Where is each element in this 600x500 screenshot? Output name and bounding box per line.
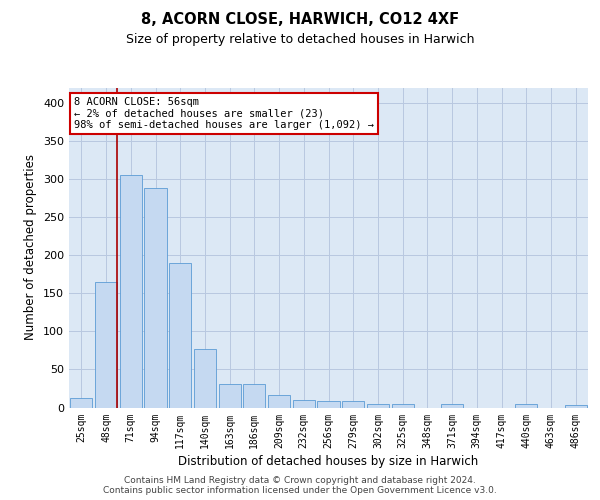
Bar (268, 396, 290, 407)
Bar (218, 384, 241, 407)
Bar (515, 404, 538, 407)
Bar (243, 384, 265, 407)
X-axis label: Distribution of detached houses by size in Harwich: Distribution of detached houses by size … (178, 454, 479, 468)
Bar (169, 262, 191, 408)
Bar (317, 402, 340, 407)
Bar (367, 404, 389, 407)
Bar (194, 349, 216, 408)
Text: 8 ACORN CLOSE: 56sqm
← 2% of detached houses are smaller (23)
98% of semi-detach: 8 ACORN CLOSE: 56sqm ← 2% of detached ho… (74, 97, 374, 130)
Bar (119, 175, 142, 408)
Text: 8, ACORN CLOSE, HARWICH, CO12 4XF: 8, ACORN CLOSE, HARWICH, CO12 4XF (141, 12, 459, 28)
Bar (392, 404, 414, 407)
Y-axis label: Number of detached properties: Number of detached properties (25, 154, 37, 340)
Bar (95, 282, 117, 408)
Bar (342, 402, 364, 407)
Bar (70, 398, 92, 407)
Bar (441, 404, 463, 407)
Text: Size of property relative to detached houses in Harwich: Size of property relative to detached ho… (126, 32, 474, 46)
Bar (565, 405, 587, 407)
Text: Contains HM Land Registry data © Crown copyright and database right 2024.
Contai: Contains HM Land Registry data © Crown c… (103, 476, 497, 495)
Bar (145, 188, 167, 408)
Bar (293, 400, 315, 407)
